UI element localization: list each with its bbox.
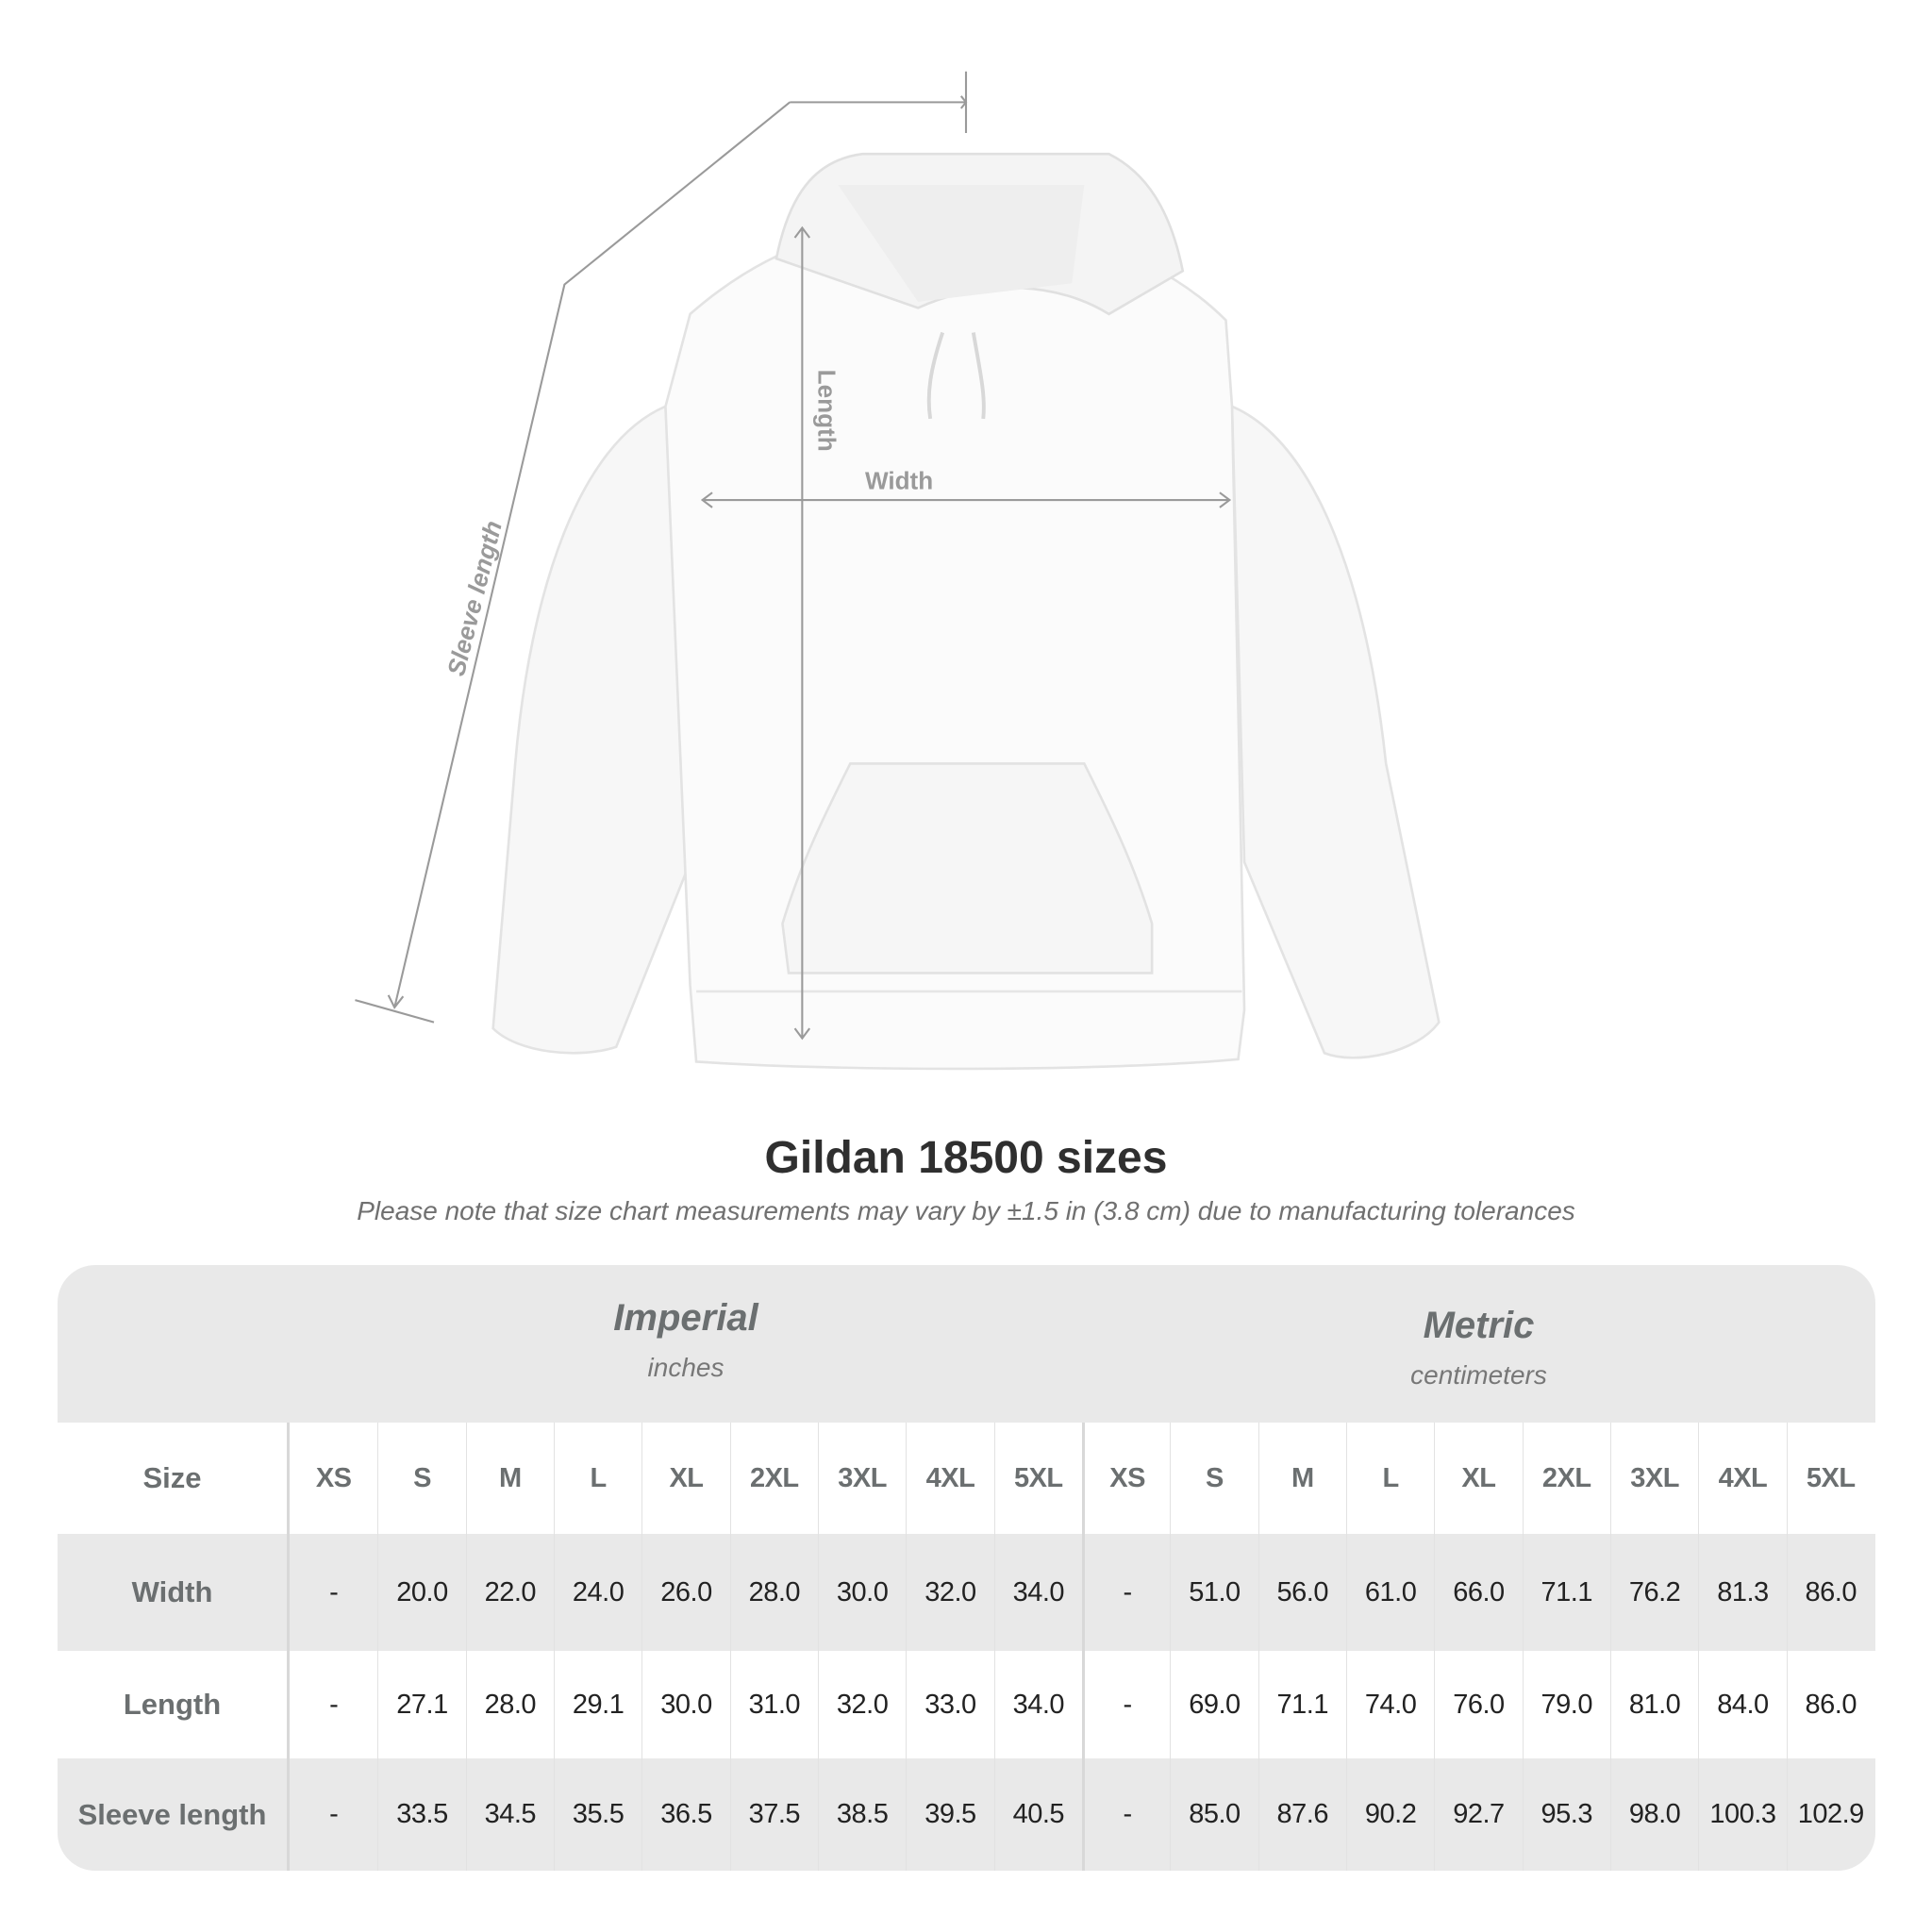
- imperial-size-header: 3XL: [817, 1423, 906, 1534]
- metric-title: Metric: [1423, 1305, 1535, 1346]
- imperial-value-cell: 36.5: [641, 1758, 729, 1871]
- metric-value-cell: -: [1081, 1534, 1170, 1651]
- size-header-row: Size XS S M L XL 2XL 3XL 4XL 5XL XS S M L XL 2XL 3XL 4XL 5…: [58, 1423, 1875, 1534]
- measurement-lines: [355, 71, 1232, 1041]
- metric-value-cell: 98.0: [1609, 1758, 1698, 1871]
- imperial-value-cell: 33.0: [906, 1651, 993, 1758]
- metric-value-cell: 85.0: [1170, 1758, 1257, 1871]
- metric-value-cell: -: [1081, 1758, 1170, 1871]
- metric-size-header: XL: [1434, 1423, 1522, 1534]
- row-label: Size: [58, 1423, 290, 1534]
- metric-value-cell: 71.1: [1257, 1651, 1346, 1758]
- table-row-length: Length -27.1 28.0 29.1 30.0 31.0 32.0 33.0 34.0-…: [58, 1651, 1875, 1758]
- metric-header: Metric centimeters: [1082, 1265, 1875, 1423]
- imperial-value-cell: 31.0: [729, 1651, 818, 1758]
- metric-value-cell: 79.0: [1522, 1651, 1610, 1758]
- metric-value-cell: 95.3: [1522, 1758, 1610, 1871]
- imperial-value-cell: 38.5: [817, 1758, 906, 1871]
- imperial-size-header: M: [465, 1423, 554, 1534]
- metric-value-cell: 76.0: [1434, 1651, 1522, 1758]
- metric-value-cell: 84.0: [1698, 1651, 1786, 1758]
- imperial-value-cell: 34.0: [993, 1534, 1082, 1651]
- metric-value-cell: 71.1: [1522, 1534, 1610, 1651]
- imperial-value-cell: 28.0: [465, 1651, 554, 1758]
- imperial-size-header: S: [377, 1423, 465, 1534]
- metric-value-cell: 56.0: [1257, 1534, 1346, 1651]
- imperial-value-cell: 34.5: [465, 1758, 554, 1871]
- metric-value-cell: 61.0: [1345, 1534, 1434, 1651]
- metric-value-cell: 81.3: [1698, 1534, 1786, 1651]
- metric-size-header: M: [1257, 1423, 1346, 1534]
- row-label: Length: [58, 1651, 290, 1758]
- metric-value-cell: 86.0: [1786, 1534, 1874, 1651]
- metric-value-cell: 74.0: [1345, 1651, 1434, 1758]
- imperial-size-header: XL: [641, 1423, 729, 1534]
- table-row-width: Width -20.0 22.0 24.0 26.0 28.0 30.0 32.0 34.0-5…: [58, 1534, 1875, 1651]
- imperial-value-cell: 32.0: [906, 1534, 993, 1651]
- metric-value-cell: 51.0: [1170, 1534, 1257, 1651]
- imperial-value-cell: 22.0: [465, 1534, 554, 1651]
- metric-value-cell: -: [1081, 1651, 1170, 1758]
- metric-size-header: XS: [1081, 1423, 1170, 1534]
- imperial-value-cell: 26.0: [641, 1534, 729, 1651]
- metric-value-cell: 102.9: [1786, 1758, 1874, 1871]
- imperial-value-cell: 33.5: [377, 1758, 465, 1871]
- imperial-value-cell: -: [329, 1799, 339, 1829]
- imperial-value-cell: 20.0: [377, 1534, 465, 1651]
- imperial-value-cell: 40.5: [993, 1758, 1082, 1871]
- metric-unit: centimeters: [1410, 1360, 1547, 1390]
- metric-value-cell: 92.7: [1434, 1758, 1522, 1871]
- imperial-header: Imperial inches: [290, 1265, 1082, 1423]
- metric-value-cell: 100.3: [1698, 1758, 1786, 1871]
- size-table: Imperial inches Metric centimeters Size X…: [58, 1265, 1875, 1871]
- imperial-size-header: XS: [315, 1462, 352, 1493]
- row-label: Sleeve length: [58, 1758, 290, 1871]
- imperial-title: Imperial: [613, 1297, 758, 1339]
- metric-value-cell: 66.0: [1434, 1534, 1522, 1651]
- metric-size-header: 2XL: [1522, 1423, 1610, 1534]
- metric-value-cell: 86.0: [1786, 1651, 1874, 1758]
- imperial-value-cell: 34.0: [993, 1651, 1082, 1758]
- metric-size-header: 5XL: [1786, 1423, 1874, 1534]
- imperial-value-cell: 24.0: [553, 1534, 641, 1651]
- imperial-size-header: 2XL: [729, 1423, 818, 1534]
- metric-value-cell: 87.6: [1257, 1758, 1346, 1871]
- metric-size-header: 4XL: [1698, 1423, 1786, 1534]
- metric-size-header: S: [1170, 1423, 1257, 1534]
- imperial-value-cell: 35.5: [553, 1758, 641, 1871]
- metric-value-cell: 76.2: [1609, 1534, 1698, 1651]
- header-band: [58, 1265, 1875, 1423]
- imperial-value-cell: 32.0: [817, 1651, 906, 1758]
- imperial-size-header: 4XL: [906, 1423, 993, 1534]
- imperial-value-cell: 30.0: [817, 1534, 906, 1651]
- imperial-value-cell: 28.0: [729, 1534, 818, 1651]
- tolerance-note: Please note that size chart measurements…: [357, 1196, 1575, 1225]
- metric-value-cell: 81.0: [1609, 1651, 1698, 1758]
- imperial-value-cell: 30.0: [641, 1651, 729, 1758]
- imperial-value-cell: 39.5: [906, 1758, 993, 1871]
- metric-size-header: 3XL: [1609, 1423, 1698, 1534]
- page-title: Gildan 18500 sizes: [764, 1133, 1168, 1183]
- width-measure-line: [700, 491, 1232, 508]
- length-measure-line: [793, 225, 811, 1041]
- hoodie-illustration: Length Width Sleeve length: [355, 71, 1441, 1071]
- table-row-sleeve-length: Sleeve length - 33.5 34.5 35.5 36.5 37.5 38.5 39…: [58, 1758, 1875, 1871]
- width-label: Width: [865, 466, 933, 494]
- metric-size-header: L: [1345, 1423, 1434, 1534]
- length-label: Length: [812, 370, 841, 452]
- imperial-value-cell: -: [329, 1689, 339, 1720]
- imperial-value-cell: 27.1: [377, 1651, 465, 1758]
- imperial-value-cell: -: [329, 1576, 339, 1607]
- imperial-value-cell: 29.1: [553, 1651, 641, 1758]
- row-label: Width: [58, 1534, 290, 1651]
- sleeve-measure-line: [355, 71, 968, 1024]
- imperial-size-header: L: [553, 1423, 641, 1534]
- metric-value-cell: 69.0: [1170, 1651, 1257, 1758]
- imperial-size-header: 5XL: [993, 1423, 1082, 1534]
- imperial-unit: inches: [647, 1353, 724, 1382]
- sleeve-length-label: Sleeve length: [441, 518, 508, 679]
- metric-value-cell: 90.2: [1345, 1758, 1434, 1871]
- imperial-value-cell: 37.5: [729, 1758, 818, 1871]
- hoodie-image: [491, 152, 1441, 1071]
